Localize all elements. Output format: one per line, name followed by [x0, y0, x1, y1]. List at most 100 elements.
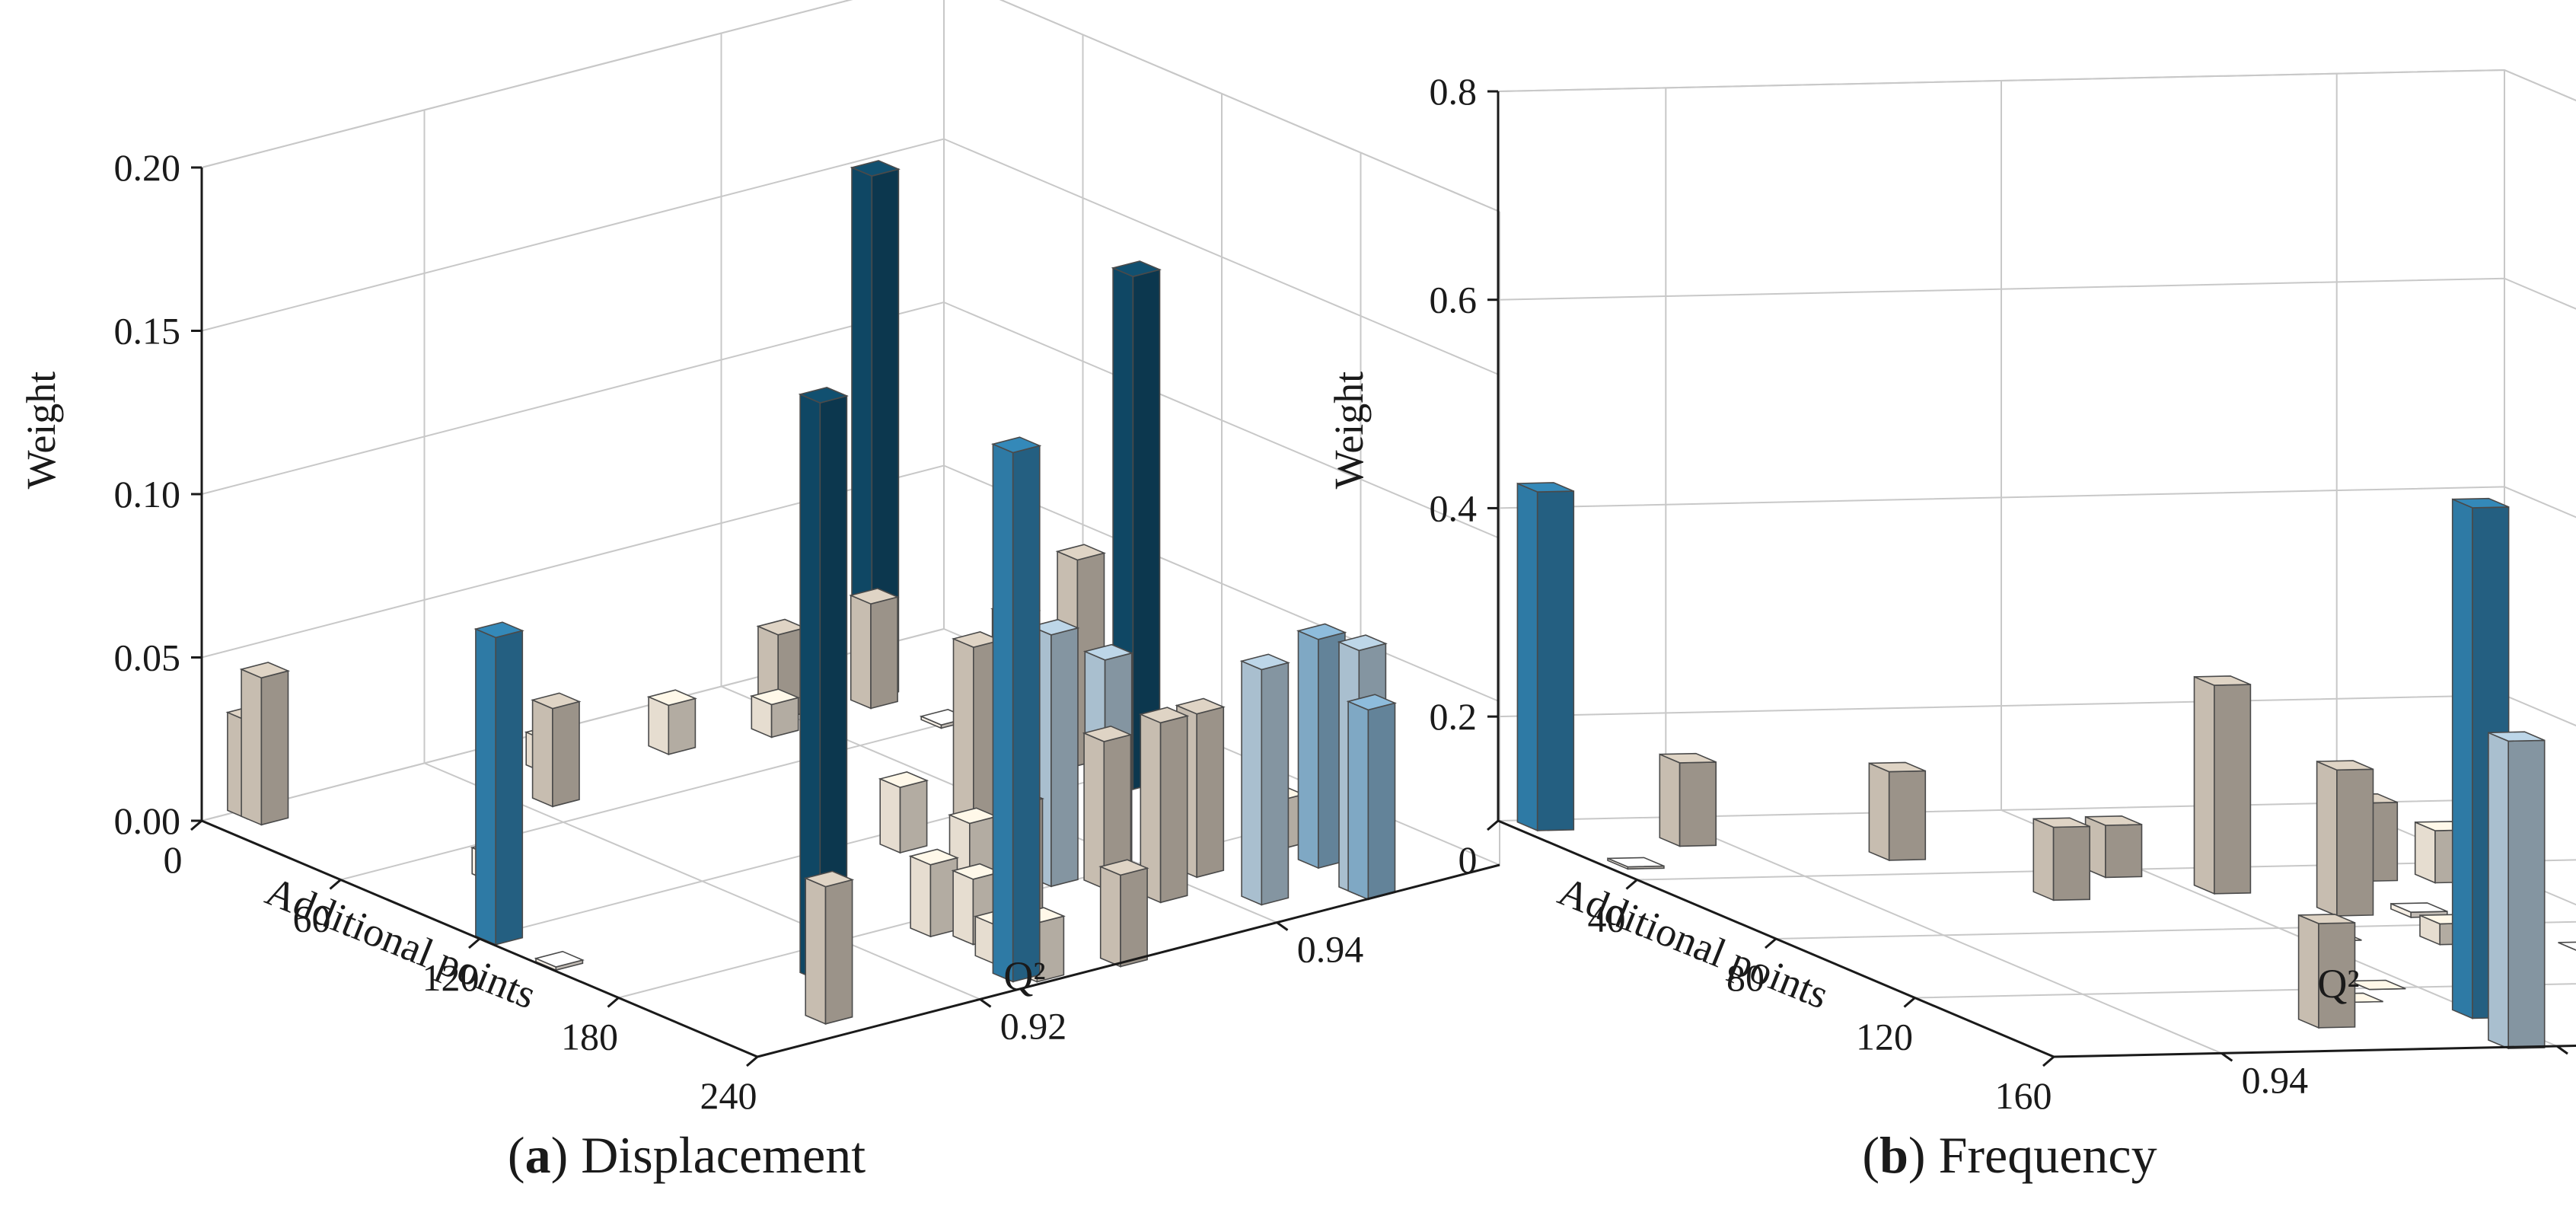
bar-side-face — [1051, 628, 1078, 886]
bar-front-face — [649, 697, 668, 755]
bar-side-face — [871, 597, 897, 708]
bar — [1869, 762, 1925, 860]
bar — [805, 871, 852, 1024]
bar — [1242, 654, 1288, 905]
z-axis-title: Weight — [1326, 372, 1372, 490]
bar-front-face — [1348, 701, 1368, 899]
bar-front-face — [2195, 677, 2214, 894]
bar-side-face — [901, 780, 927, 853]
x-tick — [1487, 821, 1498, 830]
top-frame — [202, 0, 1500, 212]
bar-side-face — [261, 671, 288, 825]
z-tick-label: 0.8 — [1430, 70, 1478, 113]
caption-a: (a) Displacement — [451, 1125, 923, 1185]
x-tick — [608, 998, 619, 1007]
z-gridline — [1498, 487, 2576, 723]
bar — [536, 952, 582, 971]
z-gridline — [202, 302, 1500, 538]
bar-side-face — [1889, 771, 1926, 860]
bar-side-face — [1161, 716, 1188, 902]
x-tick-label: 120 — [1856, 1016, 1913, 1058]
bar-front-face — [1299, 631, 1318, 869]
bar — [2086, 816, 2142, 878]
bar-side-face — [496, 630, 522, 944]
bar-front-face — [2033, 818, 2053, 900]
caption-a-letter: a — [525, 1126, 551, 1184]
bar-front-face — [1517, 483, 1537, 831]
bar — [1517, 483, 1573, 831]
bar-top-face — [1608, 857, 1664, 866]
x-tick-label: 0 — [164, 838, 183, 881]
y-tick — [1277, 923, 1288, 930]
x-tick — [1765, 939, 1776, 948]
bar — [993, 437, 1039, 981]
bar-side-face — [1261, 662, 1288, 905]
bar — [2195, 676, 2251, 894]
y-gridline — [1666, 88, 2221, 1053]
bar-front-face — [880, 779, 900, 853]
bar-front-face — [1101, 866, 1121, 966]
x-tick — [330, 880, 341, 889]
z-gridline — [1498, 279, 2576, 515]
z-tick-label: 0.6 — [1430, 279, 1478, 321]
bar — [910, 850, 957, 937]
bar — [880, 772, 926, 853]
caption-b-text: Frequency — [1939, 1126, 2157, 1184]
bar-front-face — [2488, 732, 2508, 1048]
bar-front-face — [2299, 915, 2319, 1028]
panel-b-frequency: 040801201600.940.960.980.20.40.60.8Addit… — [1326, 70, 2576, 1117]
z-tick-label: 0.4 — [1430, 487, 1478, 529]
bar-side-face — [553, 702, 579, 807]
bar-front-face — [241, 669, 261, 825]
y-tick — [980, 999, 991, 1007]
bar-front-face — [2453, 499, 2472, 1019]
bar — [1299, 624, 1345, 869]
z-tick-label: 0.10 — [114, 473, 181, 515]
z-tick-label: 0.2 — [1430, 695, 1478, 738]
bar-side-face — [1121, 868, 1147, 966]
bar — [241, 662, 288, 825]
bar — [1659, 754, 1716, 847]
bar — [476, 622, 522, 944]
z-gridline — [1498, 70, 2576, 306]
bar — [1101, 860, 1147, 966]
x-tick-label: 0 — [1459, 838, 1478, 881]
y-tick-label: 0.92 — [1000, 1004, 1067, 1047]
bar-side-face — [1538, 491, 1574, 831]
z-gridline — [202, 139, 1500, 375]
x-gridline — [1637, 129, 2576, 880]
bar-front-face — [953, 871, 973, 945]
y-axis-title: Q² — [2317, 961, 2359, 1007]
bar — [649, 690, 695, 755]
caption-b-letter: b — [1879, 1126, 1908, 1184]
bar-side-face — [2106, 825, 2142, 877]
z-tick-label: 0.05 — [114, 637, 181, 679]
bar-front-face — [2415, 822, 2435, 883]
caption-a-text: Displacement — [581, 1126, 866, 1184]
bar-front-face — [910, 857, 930, 937]
bar-front-face — [2317, 761, 2337, 916]
bar — [2488, 732, 2545, 1048]
bar-side-face — [2214, 684, 2251, 894]
bar-side-face — [826, 880, 853, 1024]
bar — [851, 589, 897, 709]
bar-side-face — [668, 698, 695, 754]
z-gridline — [202, 0, 1500, 212]
x-tick — [1627, 880, 1637, 889]
z-axis-title: Weight — [18, 372, 64, 490]
bar-side-face — [1197, 707, 1223, 878]
bar — [1348, 694, 1395, 899]
bar-front-face — [993, 444, 1012, 981]
x-tick-label: 160 — [1995, 1074, 2052, 1117]
bar — [533, 693, 579, 806]
y-tick — [2221, 1053, 2232, 1061]
bar-side-face — [2508, 740, 2545, 1048]
x-tick-label: 240 — [700, 1074, 757, 1117]
bar-front-face — [851, 595, 871, 708]
y-axis-title: Q² — [1003, 953, 1045, 999]
bar — [751, 689, 798, 737]
x-axis-title: Additional points — [1552, 868, 1835, 1018]
bar-front-face — [1084, 733, 1104, 889]
bar-front-face — [533, 700, 553, 806]
